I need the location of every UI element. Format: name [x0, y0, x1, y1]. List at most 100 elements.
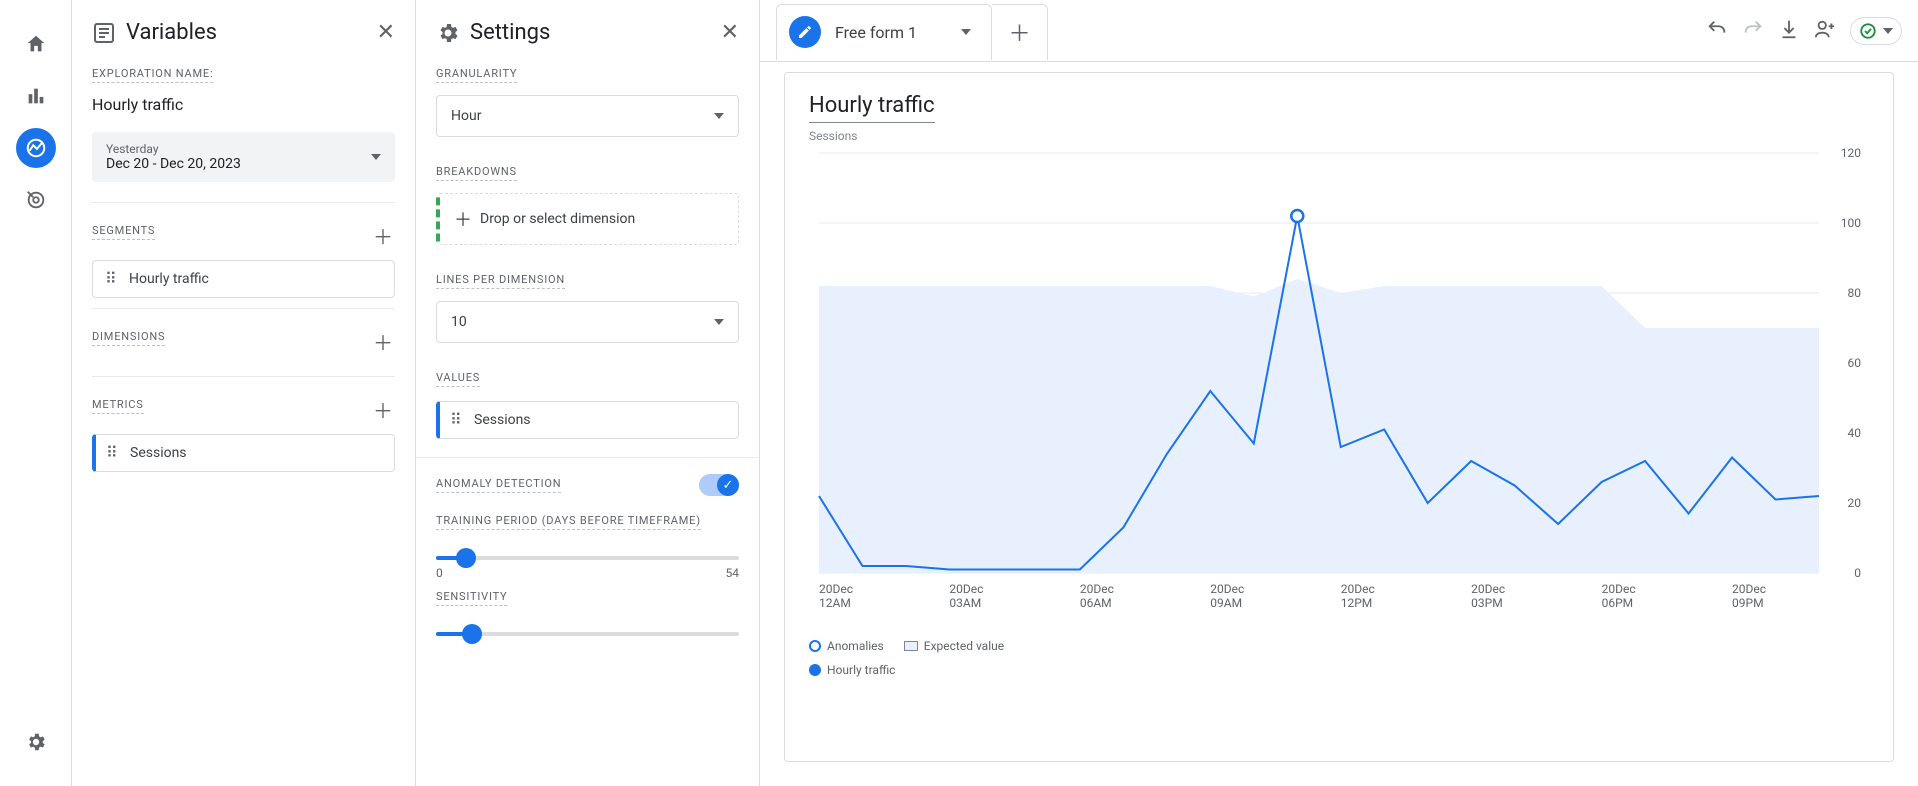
- metric-chip-label: Sessions: [130, 445, 187, 461]
- drag-handle-icon: ⠿: [106, 450, 120, 456]
- training-max: 54: [726, 566, 740, 580]
- metrics-add-button[interactable]: ＋: [373, 395, 393, 424]
- svg-text:80: 80: [1848, 286, 1862, 300]
- svg-text:20Dec: 20Dec: [1080, 582, 1114, 596]
- series-legend-label: Hourly traffic: [827, 663, 895, 677]
- share-button[interactable]: [1814, 18, 1836, 44]
- caret-down-icon: [1883, 28, 1893, 34]
- caret-down-icon: [714, 319, 724, 325]
- date-preset-label: Yesterday: [106, 142, 241, 156]
- lines-per-dimension-select[interactable]: 10: [436, 301, 739, 343]
- segment-chip-label: Hourly traffic: [129, 271, 209, 287]
- svg-text:20: 20: [1848, 496, 1862, 510]
- settings-panel: Settings ✕ GRANULARITY Hour BREAKDOWNS ＋…: [416, 0, 760, 786]
- values-label: VALUES: [436, 371, 480, 387]
- settings-title: Settings: [470, 20, 550, 45]
- nav-home-icon[interactable]: [16, 24, 56, 64]
- drag-handle-icon: ⠿: [450, 417, 464, 423]
- dimensions-label: DIMENSIONS: [92, 330, 165, 346]
- lines-per-dimension-value: 10: [451, 314, 467, 330]
- svg-text:03AM: 03AM: [949, 596, 981, 610]
- exploration-name-value[interactable]: Hourly traffic: [92, 91, 395, 132]
- nav-explore-icon[interactable]: [16, 128, 56, 168]
- svg-text:03PM: 03PM: [1471, 596, 1503, 610]
- values-chip[interactable]: ⠿ Sessions: [436, 401, 739, 439]
- dimensions-add-button[interactable]: ＋: [373, 327, 393, 356]
- left-nav-rail: [0, 0, 72, 786]
- variables-icon: [92, 21, 116, 45]
- lines-per-dimension-label: LINES PER DIMENSION: [436, 273, 565, 289]
- anomaly-detection-toggle[interactable]: ✓: [699, 474, 739, 496]
- slider-knob[interactable]: [462, 624, 482, 644]
- svg-text:09AM: 09AM: [1210, 596, 1242, 610]
- svg-text:60: 60: [1848, 356, 1862, 370]
- training-period-label: TRAINING PERIOD (DAYS BEFORE TIMEFRAME): [436, 514, 701, 530]
- granularity-select[interactable]: Hour: [436, 95, 739, 137]
- sensitivity-slider[interactable]: [436, 632, 739, 636]
- nav-reports-icon[interactable]: [16, 76, 56, 116]
- svg-text:120: 120: [1841, 146, 1861, 160]
- sensitivity-label: SENSITIVITY: [436, 590, 507, 606]
- chart-card: Hourly traffic Sessions 0204060801001202…: [784, 72, 1894, 762]
- breakdowns-dropzone[interactable]: ＋ Drop or select dimension: [436, 193, 739, 245]
- segments-label: SEGMENTS: [92, 224, 155, 240]
- line-chart: 02040608010012020Dec12AM20Dec03AM20Dec06…: [809, 143, 1869, 623]
- main-area: Free form 1 ＋ Hourly traffic Sessions 0 2…: [760, 0, 1918, 786]
- edit-tab-icon[interactable]: [789, 16, 821, 48]
- tab-dropdown-icon[interactable]: [961, 29, 971, 35]
- expected-legend-icon: [904, 641, 918, 651]
- svg-text:0: 0: [1854, 566, 1861, 580]
- toggle-knob: ✓: [717, 474, 739, 496]
- chart-title: Hourly traffic: [809, 93, 935, 123]
- svg-text:09PM: 09PM: [1732, 596, 1764, 610]
- metrics-label: METRICS: [92, 398, 144, 414]
- caret-down-icon: [371, 154, 381, 160]
- settings-close-icon[interactable]: ✕: [721, 20, 739, 45]
- svg-text:12AM: 12AM: [819, 596, 851, 610]
- tab-bar: Free form 1 ＋: [760, 0, 1918, 62]
- variables-title: Variables: [126, 20, 217, 45]
- svg-text:06PM: 06PM: [1602, 596, 1634, 610]
- svg-text:20Dec: 20Dec: [1341, 582, 1375, 596]
- granularity-value: Hour: [451, 108, 481, 124]
- status-button[interactable]: [1850, 17, 1902, 45]
- settings-icon: [436, 21, 460, 45]
- nav-advertising-icon[interactable]: [16, 180, 56, 220]
- svg-text:20Dec: 20Dec: [1602, 582, 1636, 596]
- download-button[interactable]: [1778, 18, 1800, 44]
- drag-handle-icon: ⠿: [105, 276, 119, 282]
- anomalies-legend-icon: [809, 640, 821, 652]
- variables-panel: Variables ✕ EXPLORATION NAME: Hourly tra…: [72, 0, 416, 786]
- granularity-label: GRANULARITY: [436, 67, 517, 83]
- variables-close-icon[interactable]: ✕: [377, 20, 395, 45]
- check-circle-icon: [1859, 22, 1877, 40]
- tab-active[interactable]: Free form 1: [776, 4, 992, 60]
- redo-button[interactable]: [1742, 18, 1764, 44]
- chart-subtitle: Sessions: [809, 129, 1869, 143]
- metric-chip[interactable]: ⠿ Sessions: [92, 434, 395, 472]
- anomaly-detection-label: ANOMALY DETECTION: [436, 477, 561, 493]
- tab-label: Free form 1: [835, 23, 917, 42]
- breakdowns-placeholder: Drop or select dimension: [480, 211, 635, 227]
- plus-icon: ＋: [454, 206, 472, 232]
- svg-text:20Dec: 20Dec: [1210, 582, 1244, 596]
- anomalies-legend-label: Anomalies: [827, 639, 884, 653]
- training-min: 0: [436, 566, 443, 580]
- tab-actions: [1706, 17, 1902, 45]
- chart-legend: Anomalies Expected value: [809, 639, 1869, 653]
- tab-add-button[interactable]: ＋: [992, 4, 1048, 60]
- svg-text:06AM: 06AM: [1080, 596, 1112, 610]
- svg-text:20Dec: 20Dec: [949, 582, 983, 596]
- date-range-value: Dec 20 - Dec 20, 2023: [106, 156, 241, 172]
- segment-chip[interactable]: ⠿ Hourly traffic: [92, 260, 395, 298]
- training-period-slider[interactable]: [436, 556, 739, 560]
- slider-knob[interactable]: [456, 548, 476, 568]
- date-range-selector[interactable]: Yesterday Dec 20 - Dec 20, 2023: [92, 132, 395, 182]
- nav-settings-icon[interactable]: [16, 722, 56, 762]
- undo-button[interactable]: [1706, 18, 1728, 44]
- svg-text:20Dec: 20Dec: [819, 582, 853, 596]
- svg-text:12PM: 12PM: [1341, 596, 1373, 610]
- segments-add-button[interactable]: ＋: [373, 221, 393, 250]
- svg-text:20Dec: 20Dec: [1471, 582, 1505, 596]
- exploration-name-label: EXPLORATION NAME:: [92, 67, 213, 83]
